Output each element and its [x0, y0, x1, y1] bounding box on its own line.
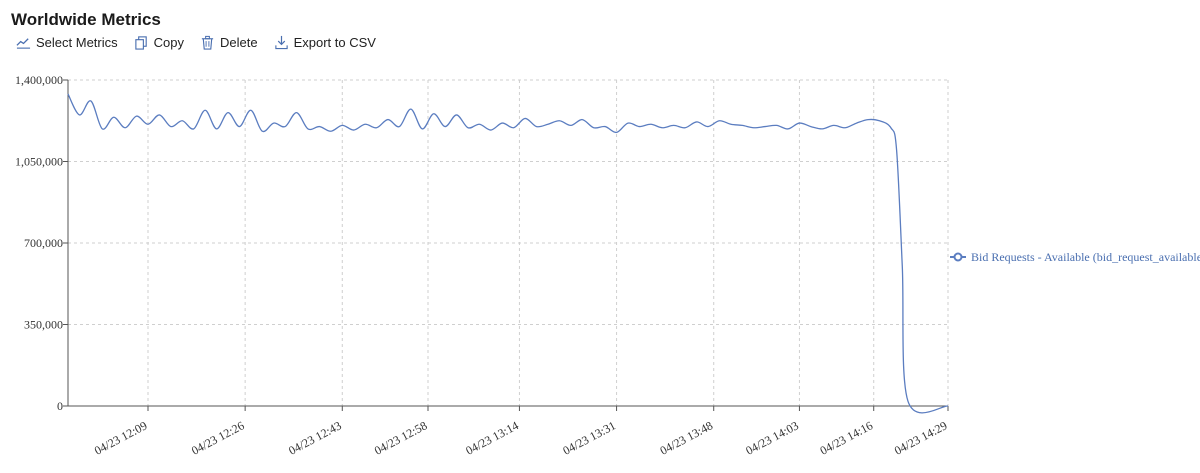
x-tick-label: 04/23 14:03	[743, 418, 800, 457]
export-csv-button[interactable]: Export to CSV	[274, 35, 376, 50]
series-layer	[67, 93, 949, 414]
x-axis-labels: 04/23 12:09 04/23 12:26 04/23 12:43 04/23 1…	[92, 418, 949, 457]
y-tick-label: 1,400,000	[15, 73, 63, 87]
y-tick-label: 700,000	[24, 236, 63, 250]
page-title: Worldwide Metrics	[11, 10, 161, 29]
x-tick-label: 04/23 13:31	[560, 418, 617, 457]
y-tick-label: 350,000	[24, 318, 63, 332]
y-tick-label: 0	[57, 399, 63, 413]
copy-label: Copy	[153, 35, 184, 50]
download-icon	[274, 35, 288, 50]
chart-legend[interactable]: Bid Requests - Available (bid_request_av…	[950, 250, 1200, 264]
chart-toolbar: Select Metrics Copy Delete Export to CSV	[16, 35, 376, 50]
legend-label: Bid Requests - Available (bid_request_av…	[971, 250, 1200, 264]
x-tick-label: 04/23 12:43	[286, 418, 343, 457]
x-tick-label: 04/23 14:29	[892, 418, 949, 457]
legend-marker-icon	[953, 252, 963, 262]
chart-grid	[68, 79, 949, 406]
line-chart-icon	[16, 38, 31, 49]
x-tick-label: 04/23 12:26	[189, 418, 246, 457]
y-axis-labels: 0 350,000 700,000 1,050,000 1,400,000	[15, 73, 63, 413]
x-tick-label: 04/23 14:16	[818, 418, 875, 457]
x-tick-label: 04/23 12:58	[372, 418, 429, 457]
chart-axes	[63, 79, 949, 411]
select-metrics-label: Select Metrics	[36, 35, 118, 50]
copy-button[interactable]: Copy	[134, 35, 184, 50]
trash-icon	[201, 35, 214, 50]
select-metrics-button[interactable]: Select Metrics	[16, 35, 118, 50]
copy-icon	[134, 36, 147, 50]
x-tick-label: 04/23 13:48	[658, 418, 715, 457]
x-tick-label: 04/23 12:09	[92, 418, 149, 457]
series-line	[67, 93, 949, 414]
export-csv-label: Export to CSV	[293, 35, 376, 50]
delete-button[interactable]: Delete	[200, 35, 258, 50]
x-tick-label: 04/23 13:14	[463, 418, 520, 457]
delete-label: Delete	[220, 35, 258, 50]
y-tick-label: 1,050,000	[15, 155, 63, 169]
